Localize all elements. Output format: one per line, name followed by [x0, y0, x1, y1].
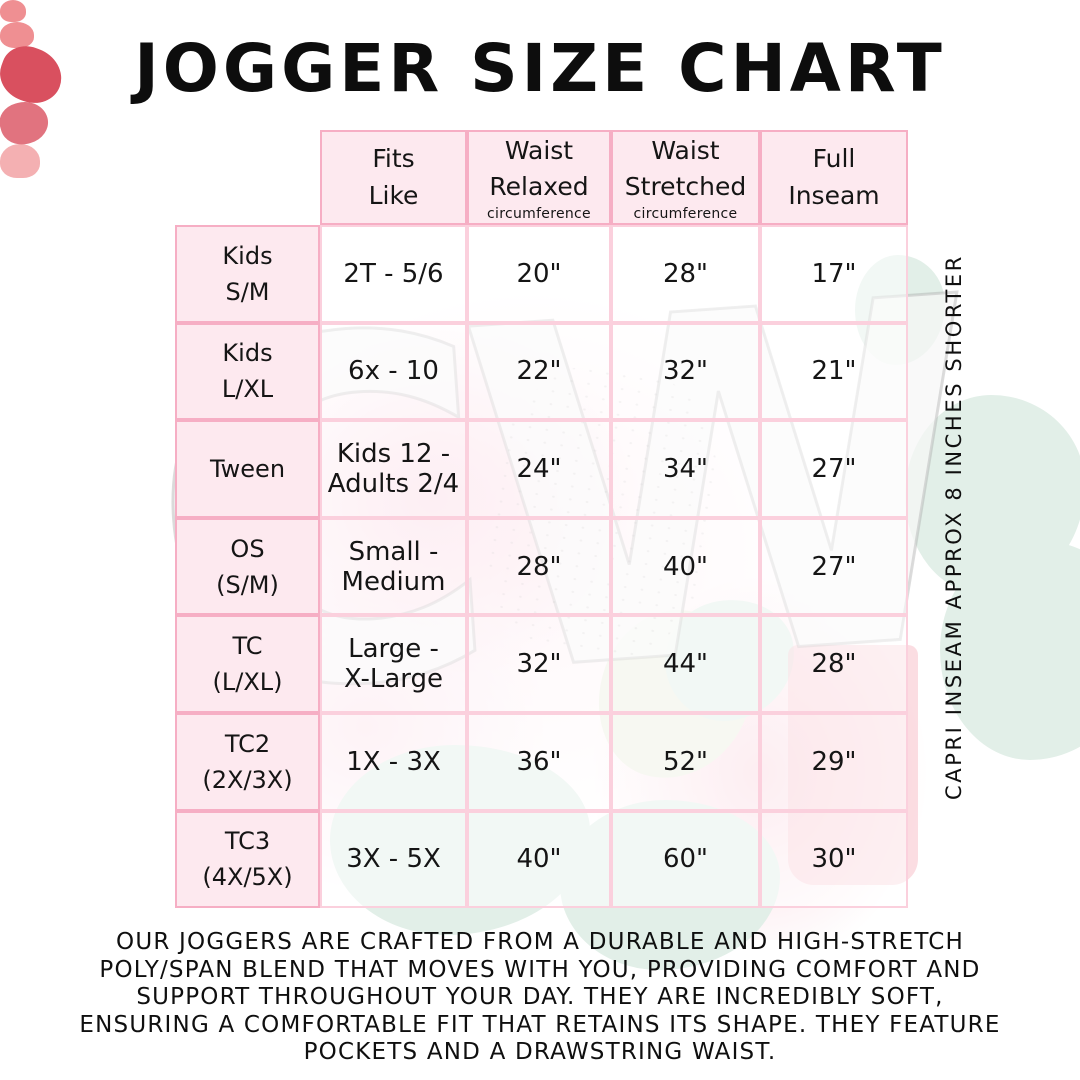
row-label-os: OS (S/M) — [175, 517, 320, 616]
cell-fits-like: 3X - 5X — [320, 810, 467, 909]
header-subtitle: circumference — [487, 206, 591, 223]
header-cell-waist-stretched: Waist Stretched circumference — [611, 130, 760, 225]
coral-flower — [0, 144, 40, 178]
row-label-tc: TC (L/XL) — [175, 615, 320, 713]
description-line: OUR JOGGERS ARE CRAFTED FROM A DURABLE A… — [116, 929, 964, 955]
description-line: POCKETS AND A DRAWSTRING WAIST. — [303, 1039, 777, 1066]
cell-waist-stretched: 34" — [611, 420, 760, 518]
size-table: Fits Like Waist Relaxed circumference Wa… — [175, 130, 908, 909]
cell-waist-relaxed: 20" — [467, 225, 611, 323]
description-line: ENSURING A COMFORTABLE FIT THAT RETAINS … — [79, 1011, 1001, 1038]
cactus-pad — [905, 395, 1080, 595]
row-label-tc3: TC3 (4X/5X) — [175, 810, 320, 909]
cell-full-inseam: 21" — [760, 322, 908, 421]
description-line: POLY/SPAN BLEND THAT MOVES WITH YOU, PRO… — [99, 956, 981, 983]
coral-flower — [0, 0, 26, 22]
row-label-kids-lxl: Kids L/XL — [175, 322, 320, 421]
cell-fits-like: Small - Medium — [320, 517, 467, 616]
description-line: SUPPORT THROUGHOUT YOUR DAY. THEY ARE IN… — [136, 984, 944, 1011]
cell-waist-relaxed: 36" — [467, 712, 611, 811]
cell-fits-like: 2T - 5/6 — [320, 225, 467, 323]
header-cell-fits-like: Fits Like — [320, 130, 467, 225]
cell-waist-relaxed: 40" — [467, 810, 611, 909]
row-label-tc2: TC2 (2X/3X) — [175, 712, 320, 811]
header-label: Full Inseam — [788, 144, 880, 210]
header-cell-waist-relaxed: Waist Relaxed circumference — [467, 130, 611, 225]
cell-waist-stretched: 44" — [611, 615, 760, 713]
cell-waist-relaxed: 22" — [467, 322, 611, 421]
product-description: OUR JOGGERS ARE CRAFTED FROM A DURABLE A… — [0, 929, 1080, 1067]
cell-full-inseam: 28" — [760, 615, 908, 713]
header-label: Waist Relaxed — [489, 135, 589, 201]
header-label: Waist Stretched — [624, 135, 747, 201]
cell-waist-stretched: 40" — [611, 517, 760, 616]
cell-fits-like: Kids 12 - Adults 2/4 — [320, 420, 467, 518]
cell-waist-relaxed: 28" — [467, 517, 611, 616]
corner-cell — [175, 130, 320, 225]
header-cell-full-inseam: Full Inseam — [760, 130, 908, 225]
header-label: Fits Like — [368, 144, 419, 210]
cell-waist-stretched: 32" — [611, 322, 760, 421]
row-label-tween: Tween — [175, 420, 320, 518]
cell-full-inseam: 30" — [760, 810, 908, 909]
cell-waist-stretched: 60" — [611, 810, 760, 909]
cell-fits-like: 6x - 10 — [320, 322, 467, 421]
cell-full-inseam: 27" — [760, 420, 908, 518]
cell-waist-stretched: 28" — [611, 225, 760, 323]
cell-full-inseam: 27" — [760, 517, 908, 616]
cell-waist-stretched: 52" — [611, 712, 760, 811]
cell-waist-relaxed: 32" — [467, 615, 611, 713]
cell-waist-relaxed: 24" — [467, 420, 611, 518]
page-title: JOGGER SIZE CHART — [134, 30, 946, 107]
row-label-kids-sm: Kids S/M — [175, 225, 320, 323]
cell-fits-like: 1X - 3X — [320, 712, 467, 811]
cell-fits-like: Large - X-Large — [320, 615, 467, 713]
cell-full-inseam: 17" — [760, 225, 908, 323]
cell-full-inseam: 29" — [760, 712, 908, 811]
header-subtitle: circumference — [633, 206, 738, 223]
capri-inseam-note: CAPRI INSEAM APPROX 8 INCHES SHORTER — [942, 254, 966, 801]
